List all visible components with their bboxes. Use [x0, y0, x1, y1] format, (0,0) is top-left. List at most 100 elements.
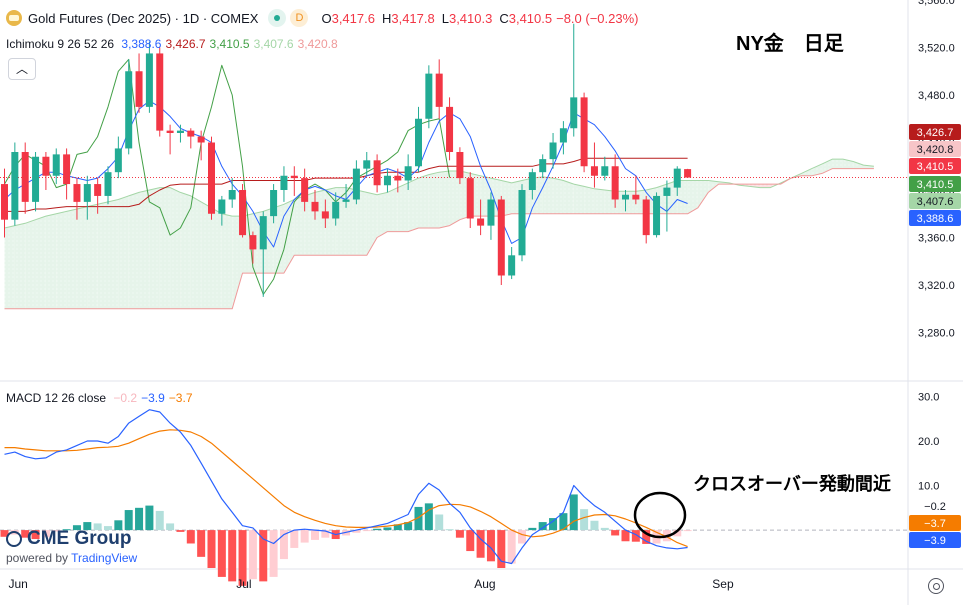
badge-bg [909, 176, 961, 192]
macd-histogram-bar [197, 530, 206, 557]
candle-body [435, 73, 443, 107]
powered-by-prefix: powered by [6, 551, 72, 565]
kumo-segment [408, 178, 419, 232]
kumo-segment [553, 178, 564, 214]
badge-bg [909, 532, 961, 548]
candle-body [21, 152, 29, 202]
candle [373, 154, 381, 193]
macd-histogram-bar [104, 526, 112, 531]
kumo-segment [346, 187, 357, 256]
candle [415, 106, 422, 173]
kumo-segment [87, 204, 98, 309]
annotation-crossover: クロスオーバー発動間近 [693, 474, 891, 494]
candle [601, 156, 609, 181]
macd-legend[interactable]: MACD 12 26 close −0.2 −3.9 −3.7 [6, 391, 193, 405]
candle-body [632, 194, 640, 200]
macd-histogram-bar [31, 530, 40, 540]
candle [642, 195, 650, 244]
candle [508, 247, 516, 280]
delayed-data-badge[interactable]: D [290, 9, 309, 27]
collapse-legend-button[interactable]: ︿ [8, 58, 36, 80]
kijun-price-badge: 3,426.7 [909, 124, 961, 140]
candle-body [363, 160, 371, 169]
candle [435, 59, 443, 119]
macd-histogram-bar [62, 529, 71, 531]
candle-body [466, 178, 474, 219]
candle [477, 199, 485, 236]
macd-histogram-bar [590, 520, 599, 531]
candle [176, 124, 184, 143]
candle [63, 148, 71, 200]
candle [653, 192, 661, 238]
candle [559, 121, 567, 155]
candle-body [684, 169, 692, 178]
market-status-icon[interactable] [268, 9, 287, 27]
kumo-segment [325, 187, 336, 256]
macd-histogram-bar [445, 529, 454, 531]
candle-body [590, 166, 598, 176]
macd-histogram-bar [217, 530, 226, 577]
candle-body [673, 168, 681, 188]
macd-histogram-bar [176, 530, 185, 532]
gear-icon[interactable] [928, 578, 944, 594]
macd-histogram-bar [300, 530, 309, 543]
time-tick-label: Jun [9, 577, 28, 591]
candle-body [456, 152, 464, 179]
open-value: 3,417.6 [331, 10, 375, 26]
time-tick-label: Aug [474, 577, 495, 591]
candle-body [373, 160, 381, 186]
badge-text: 3,407.6 [917, 196, 954, 208]
candle-body [63, 154, 71, 185]
macd-histogram-bar [41, 530, 50, 538]
candle-body [580, 97, 588, 167]
candle-body [32, 156, 40, 202]
candle [383, 168, 391, 193]
kumo-segment [25, 219, 36, 309]
price-tick-label: 3,360.0 [918, 233, 955, 245]
candle-body [352, 168, 360, 200]
tradingview-link[interactable]: TradingView [71, 551, 138, 565]
candle-body [528, 172, 536, 190]
kumo-segment [283, 199, 295, 274]
low-value: 3,410.3 [448, 10, 493, 26]
kumo-segment [221, 213, 233, 309]
candle [497, 195, 505, 285]
candle-body [156, 53, 164, 131]
candle [590, 142, 598, 188]
kumo-segment [749, 184, 761, 188]
candle-body [663, 187, 671, 196]
kumo-segment [697, 180, 709, 208]
candle-body [653, 195, 661, 236]
candle-body [259, 216, 267, 250]
candle-body [125, 71, 133, 149]
macd-histogram-bar [228, 530, 237, 582]
candle [42, 152, 50, 190]
macd-histogram-bar [507, 530, 516, 564]
kumo-segment [418, 174, 429, 228]
high-value: 3,417.8 [391, 10, 435, 26]
kumo-segment [687, 180, 698, 214]
price-tick-label: 3,520.0 [918, 43, 955, 55]
macd-signal-badge: −3.7 [909, 515, 961, 531]
candle-body [301, 178, 309, 202]
candle-body [601, 166, 609, 176]
kumo-segment [294, 195, 305, 256]
close-value: 3,410.5 [508, 10, 553, 26]
low-label: L [441, 10, 449, 26]
candle-body [642, 199, 650, 236]
symbol-title[interactable]: Gold Futures (Dec 2025) · 1D · COMEX [28, 10, 259, 26]
candle [570, 23, 578, 137]
kumo-segment [584, 186, 595, 214]
candle [622, 190, 629, 212]
macd-histogram-bar [569, 494, 578, 531]
macd-histogram-bar [642, 530, 651, 544]
macd-histogram-bar [259, 530, 268, 582]
macd-histogram-bar [435, 514, 444, 531]
badge-text: 3,410.5 [917, 161, 954, 173]
candle-body [549, 142, 557, 160]
macd-tick-label: 10.0 [918, 481, 939, 493]
candle [456, 147, 464, 185]
ichimoku-legend[interactable]: Ichimoku 9 26 52 26 3,388.6 3,426.7 3,410.… [6, 37, 338, 51]
macd-value-2: −3.7 [168, 391, 193, 405]
